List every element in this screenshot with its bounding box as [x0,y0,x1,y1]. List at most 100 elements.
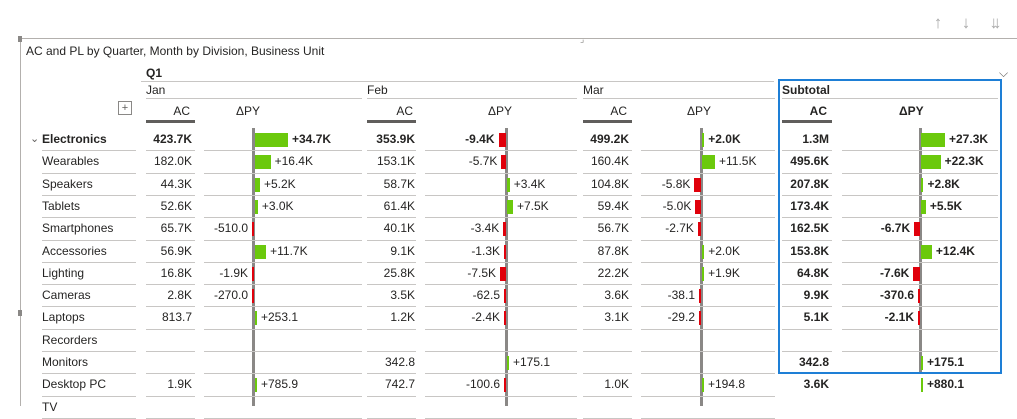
negative-variance-bar [252,266,254,281]
row-divider [204,194,362,196]
visual-border-left [20,38,21,406]
row-divider [42,239,136,241]
ac-value: 87.8K [597,243,629,258]
row-divider [782,306,832,308]
row-label[interactable]: Lighting [42,265,85,280]
row-label[interactable]: Speakers [42,176,93,191]
col-header-ac[interactable]: AC [610,104,627,118]
row-divider [42,373,136,375]
header-divider [146,98,362,99]
ac-value: 2.8K [167,288,192,303]
variance-value: -5.8K [661,176,691,191]
chevron-down-icon[interactable]: ⌵ [999,66,1009,80]
row-divider [146,261,195,263]
row-label[interactable]: Recorders [42,332,98,347]
negative-variance-bar [694,177,701,192]
variance-value: +880.1 [927,377,965,392]
double-arrow-down-icon[interactable]: ↓↓ [989,13,1002,32]
row-label[interactable]: TV [42,399,58,414]
variance-value: -6.7K [880,221,911,236]
row-label[interactable]: Monitors [42,355,89,369]
row-label[interactable]: Desktop PC [42,377,107,392]
ac-value: 173.4K [790,198,829,213]
row-divider [146,284,195,286]
negative-variance-bar [913,266,920,281]
arrow-up-icon[interactable]: ↑ [933,13,943,32]
month-header-mar[interactable]: Mar [583,83,604,97]
variance-value: -38.1 [667,288,695,303]
row-divider [583,172,632,174]
row-label[interactable]: Electronics [42,132,107,146]
variance-value: -62.5 [472,288,500,303]
row-divider [583,373,632,375]
variance-value: -5.0K [662,198,692,213]
positive-variance-bar [702,378,704,393]
row-divider [146,194,195,196]
row-divider [782,328,832,330]
row-divider [583,395,632,397]
row-label[interactable]: Cameras [42,288,91,303]
row-divider [842,150,998,152]
row-divider [641,261,775,263]
chevron-down-icon[interactable]: ⌄ [30,133,40,145]
variance-value: -2.1K [884,310,914,325]
month-header-feb[interactable]: Feb [367,83,388,97]
subtotal-header[interactable]: Subtotal [782,83,830,97]
variance-axis [700,128,703,406]
ac-value: 52.6K [160,198,192,213]
row-divider [146,373,195,375]
row-label[interactable]: Accessories [42,243,107,258]
ac-value: 1.0K [604,377,629,392]
resize-handle[interactable] [18,310,22,316]
positive-variance-bar [255,177,260,192]
row-divider [146,239,195,241]
row-divider [641,306,775,308]
col-header-ac[interactable]: AC [809,104,827,118]
row-divider [146,217,195,219]
variance-value: -2.7K [665,221,694,236]
negative-variance-bar [503,222,506,237]
variance-value: +2.0K [708,243,740,258]
row-divider [782,351,832,352]
row-divider [425,351,577,352]
row-label[interactable]: Wearables [42,154,100,169]
header-divider [782,98,998,99]
ac-value: 1.3M [802,132,829,146]
row-divider [367,351,416,352]
row-label[interactable]: Laptops [42,310,85,325]
row-divider [583,306,632,308]
positive-variance-bar [921,177,924,192]
quarter-header[interactable]: Q1 [146,66,163,80]
ac-value: 499.2K [590,132,629,146]
row-label[interactable]: Smartphones [42,221,114,236]
col-header-ac[interactable]: AC [173,104,190,118]
ac-value: 22.2K [597,265,629,280]
arrow-down-icon[interactable]: ↓ [961,13,971,32]
col-header-ac[interactable]: AC [396,104,413,118]
ac-value: 64.8K [796,265,829,280]
ac-value: 3.6K [604,288,629,303]
row-divider [146,172,195,174]
col-header-dpy[interactable]: ΔPY [899,104,924,118]
row-divider [583,284,632,286]
variance-value: +5.5K [929,198,963,213]
ac-value: 182.0K [153,154,192,169]
col-header-dpy[interactable]: ΔPY [687,104,712,118]
resize-handle[interactable] [18,36,22,42]
negative-variance-bar [918,311,920,326]
row-label[interactable]: Tablets [42,198,81,213]
row-divider [641,150,775,152]
variance-value: -29.2 [667,310,695,325]
header-underline [583,120,632,123]
col-header-dpy[interactable]: ΔPY [236,104,261,118]
row-divider [425,328,577,330]
ac-value: 160.4K [590,154,629,169]
col-header-dpy[interactable]: ΔPY [488,104,513,118]
positive-variance-bar [507,199,513,214]
row-divider [782,239,832,241]
row-divider [583,194,632,196]
month-header-jan[interactable]: Jan [146,83,166,97]
ac-value: 56.7K [597,221,629,236]
drag-grip-icon[interactable]: ⌟ [580,34,585,44]
expand-button[interactable]: + [118,101,132,115]
